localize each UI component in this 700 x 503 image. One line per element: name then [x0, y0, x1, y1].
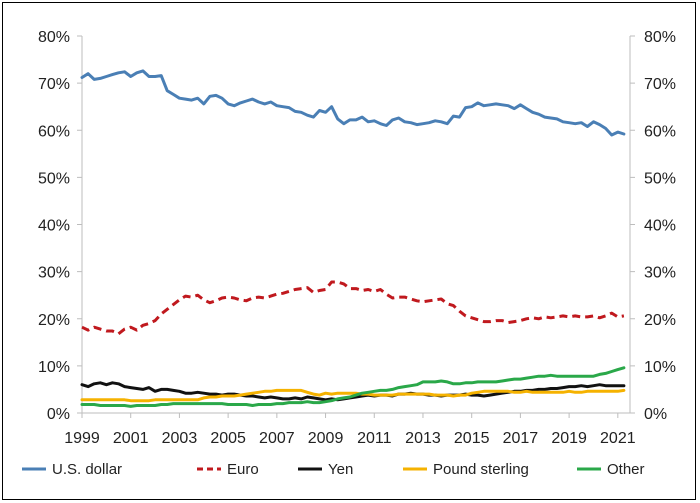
y-tick-label-left: 0% — [47, 406, 70, 423]
x-tick-label: 2011 — [357, 430, 392, 447]
x-tick-label: 2021 — [600, 430, 636, 447]
x-tick-label: 2013 — [405, 430, 441, 447]
y-tick-label-right: 30% — [644, 265, 676, 282]
series-line-other — [80, 366, 626, 408]
legend-label: Yen — [328, 461, 353, 478]
y-tick-label-right: 40% — [644, 218, 676, 235]
x-tick-label: 2005 — [210, 430, 246, 447]
x-tick-label: 2017 — [503, 430, 539, 447]
y-tick-label-right: 80% — [644, 29, 676, 46]
legend-label: Other — [607, 461, 645, 478]
y-tick-label-left: 20% — [38, 312, 70, 329]
y-tick-label-right: 70% — [644, 76, 676, 93]
legend-entry-yen: Yen — [298, 461, 353, 478]
x-tick-label: 2019 — [551, 430, 587, 447]
y-tick-label-left: 80% — [38, 29, 70, 46]
y-tick-label-left: 10% — [38, 359, 70, 376]
x-tick-label: 1999 — [64, 430, 100, 447]
series-line-pound-sterling — [80, 388, 626, 403]
y-tick-label-left: 70% — [38, 76, 70, 93]
y-tick-label-right: 50% — [644, 170, 676, 187]
y-tick-label-right: 10% — [644, 359, 676, 376]
x-tick-label: 2003 — [162, 430, 198, 447]
legend-label: Euro — [227, 461, 259, 478]
y-tick-label-right: 60% — [644, 123, 676, 140]
series-line-u-s-dollar — [80, 69, 626, 137]
legend-entry-other: Other — [577, 461, 645, 478]
y-tick-label-right: 0% — [644, 406, 667, 423]
y-tick-label-left: 60% — [38, 123, 70, 140]
y-tick-label-left: 40% — [38, 218, 70, 235]
y-tick-label-left: 50% — [38, 170, 70, 187]
legend-label: U.S. dollar — [52, 461, 122, 478]
legend-entry-u-s-dollar: U.S. dollar — [22, 461, 122, 478]
y-tick-label-left: 30% — [38, 265, 70, 282]
x-tick-label: 2007 — [259, 430, 295, 447]
y-tick-label-right: 20% — [644, 312, 676, 329]
x-tick-label: 2009 — [308, 430, 344, 447]
legend-label: Pound sterling — [433, 461, 529, 478]
x-tick-label: 2015 — [454, 430, 490, 447]
series-line-euro — [81, 280, 625, 336]
legend-entry-pound-sterling: Pound sterling — [403, 461, 529, 478]
x-tick-label: 2001 — [113, 430, 149, 447]
legend-entry-euro: Euro — [197, 461, 259, 478]
